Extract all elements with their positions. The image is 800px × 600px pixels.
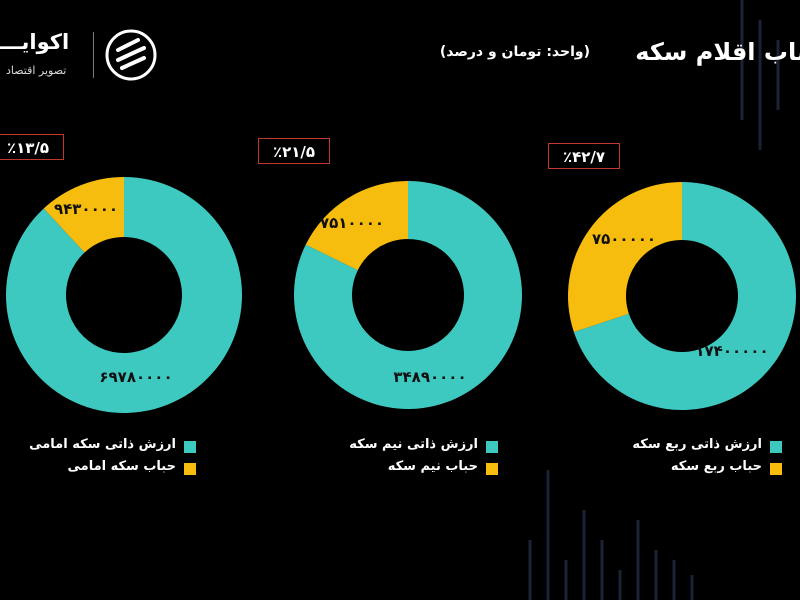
legend-swatch-bubble xyxy=(184,463,196,475)
donut-slice-half-intrinsic xyxy=(294,181,522,409)
legend-swatch-intrinsic xyxy=(184,441,196,453)
legend-swatch-bubble xyxy=(486,463,498,475)
donut-slice-half-bubble xyxy=(305,181,408,271)
legend-item: ارزش ذاتی نیم سکه xyxy=(258,437,498,459)
legend-quarter-coin: ارزش ذاتی ربع سکه حباب ربع سکه xyxy=(542,437,782,481)
bubble-percent-box-quarter: ٪۴۲/۷ xyxy=(548,143,620,169)
legend-label: حباب سکه امامی xyxy=(67,459,177,474)
legend-label: ارزش ذاتی سکه امامی xyxy=(29,437,176,452)
brand-logo: اکوایـــ تصویر اقتصاد xyxy=(0,26,160,86)
legend-label: ارزش ذاتی ربع سکه xyxy=(632,437,762,452)
donut-slice-quarter-intrinsic xyxy=(573,182,796,410)
data-label-full-intrinsic: ۶۹۷۸۰۰۰۰ xyxy=(99,368,172,386)
legend-swatch-bubble xyxy=(770,463,782,475)
data-label-full-bubble: ۹۴۳۰۰۰۰ xyxy=(54,200,118,218)
logo-divider xyxy=(93,32,94,78)
legend-label: حباب نیم سکه xyxy=(387,459,478,474)
logo-name: اکوایـــ xyxy=(0,30,70,54)
legend-item: ارزش ذاتی ربع سکه xyxy=(542,437,782,459)
logo-tagline: تصویر اقتصاد xyxy=(6,64,67,77)
donut-slice-quarter-bubble xyxy=(568,182,682,333)
legend-item: حباب ربع سکه xyxy=(542,459,782,481)
legend-item: حباب سکه امامی xyxy=(0,459,196,481)
legend-label: حباب ربع سکه xyxy=(670,459,762,474)
bubble-percent-box-full: ٪۱۳/۵ xyxy=(0,134,64,160)
donut-slice-full-bubble xyxy=(43,177,124,253)
logo-mark-icon xyxy=(105,29,157,81)
data-label-quarter-bubble: ۷۵۰۰۰۰۰ xyxy=(592,230,656,248)
legend-half-coin: ارزش ذاتی نیم سکه حباب نیم سکه xyxy=(258,437,498,481)
legend-item: ارزش ذاتی سکه امامی xyxy=(0,437,196,459)
page-title: باب اقلام سکه xyxy=(635,38,800,66)
legend-full-coin: ارزش ذاتی سکه امامی حباب سکه امامی xyxy=(0,437,196,481)
page-subtitle: (واحد: تومان و درصد) xyxy=(439,44,590,60)
legend-swatch-intrinsic xyxy=(486,441,498,453)
legend-label: ارزش ذاتی نیم سکه xyxy=(349,437,478,452)
data-label-quarter-intrinsic: ۱۷۴۰۰۰۰۰ xyxy=(695,342,768,360)
bubble-percent-box-half: ٪۲۱/۵ xyxy=(258,138,330,164)
donut-slice-full-intrinsic xyxy=(6,177,243,414)
data-label-half-bubble: ۷۵۱۰۰۰۰ xyxy=(320,214,384,232)
data-label-half-intrinsic: ۳۴۸۹۰۰۰۰ xyxy=(393,368,466,386)
legend-swatch-intrinsic xyxy=(770,441,782,453)
legend-item: حباب نیم سکه xyxy=(258,459,498,481)
